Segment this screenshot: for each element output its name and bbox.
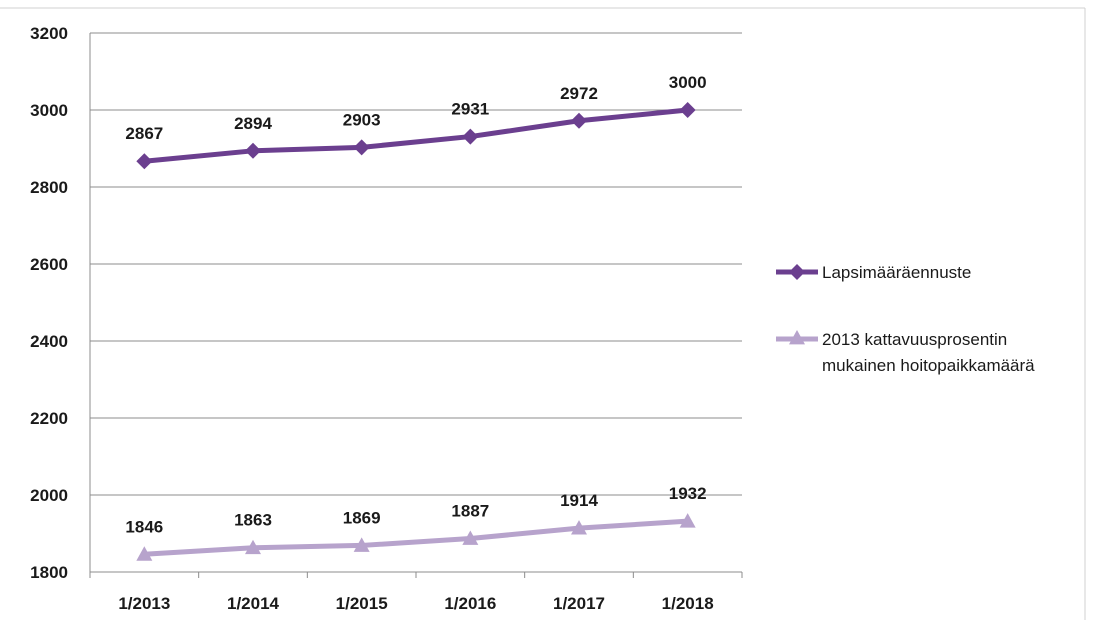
data-point (679, 102, 696, 118)
data-point (571, 112, 587, 129)
y-tick-label: 3000 (30, 101, 68, 120)
x-tick-label: 1/2014 (227, 594, 280, 613)
x-tick-label: 1/2013 (118, 594, 170, 613)
legend-label-1: Lapsimääräennuste (822, 263, 971, 282)
x-tick-label: 1/2018 (662, 594, 714, 613)
data-label: 2867 (125, 124, 163, 143)
legend: Lapsimääräennuste 2013 kattavuusprosentin… (776, 263, 1035, 375)
series (136, 102, 696, 561)
data-label: 1846 (125, 517, 163, 536)
data-point (462, 128, 479, 145)
y-tick-label: 3200 (30, 24, 68, 43)
x-tick-label: 1/2016 (444, 594, 496, 613)
y-tick-label: 1800 (30, 563, 68, 582)
data-point (245, 142, 261, 159)
series-line (144, 107, 688, 164)
legend-label-2-line: 2013 kattavuusprosentin (822, 330, 1007, 349)
data-label: 1869 (343, 508, 381, 527)
data-labels: 2867 2894 2903 2931 2972 3000 1846 1863 1869 1887… (125, 73, 706, 536)
data-label: 2903 (343, 110, 381, 129)
y-tick-label: 2400 (30, 332, 68, 351)
axes: 1800 2000 2200 2400 2600 2800 3000 3200 1/2013 1/… (0, 7, 1086, 620)
data-point (245, 539, 261, 555)
series-2 (136, 513, 696, 561)
legend-label-2-line: mukainen hoitopaikkamäärä (822, 356, 1035, 375)
data-label: 2931 (451, 100, 489, 119)
data-point (136, 153, 153, 170)
data-label: 1863 (234, 511, 272, 530)
x-tick-label: 1/2017 (553, 594, 605, 613)
y-tick-label: 2000 (30, 486, 68, 505)
data-point (353, 537, 370, 552)
data-label: 2972 (560, 84, 598, 103)
data-label: 1914 (560, 491, 598, 510)
data-point (462, 530, 479, 545)
series-line (144, 518, 688, 557)
data-point (136, 546, 153, 561)
data-label: 3000 (669, 73, 707, 92)
data-point (353, 139, 370, 156)
data-label: 1932 (669, 484, 707, 503)
grid (90, 32, 742, 573)
y-tick-label: 2200 (30, 409, 68, 428)
data-label: 1887 (451, 502, 489, 521)
y-tick-label: 2800 (30, 178, 68, 197)
legend-marker-2 (789, 330, 805, 345)
data-point (679, 513, 696, 528)
data-label: 2894 (234, 114, 272, 133)
x-tick-label: 1/2015 (336, 594, 388, 613)
series-1 (136, 102, 696, 170)
y-tick-label: 2600 (30, 255, 68, 274)
data-point (571, 520, 587, 535)
legend-marker-1 (789, 264, 805, 280)
